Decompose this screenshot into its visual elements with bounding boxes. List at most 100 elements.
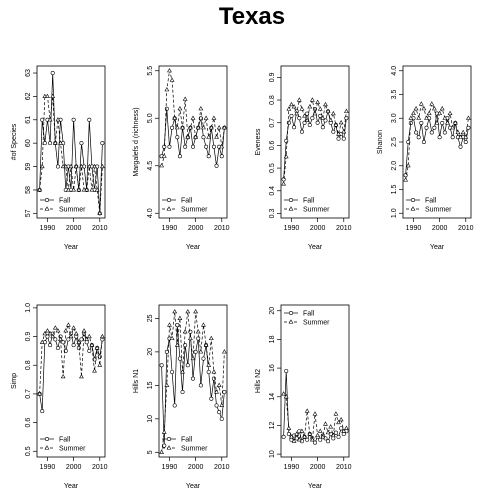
point-summer	[463, 134, 469, 139]
y-axis-label: #of Species	[11, 123, 18, 160]
point-summer	[320, 434, 326, 439]
y-tick-label: 0.9	[25, 332, 32, 342]
point-summer	[193, 308, 199, 314]
point-summer	[177, 106, 183, 111]
point-fall	[281, 177, 286, 182]
point-summer	[182, 329, 188, 334]
point-summer	[302, 434, 307, 439]
point-summer	[299, 428, 305, 433]
point-summer	[52, 140, 58, 145]
point-fall	[421, 140, 426, 145]
point-fall	[432, 125, 437, 130]
legend-label-summer: Summer	[59, 207, 86, 214]
x-axis-label: Year	[64, 244, 79, 251]
point-fall	[191, 376, 196, 381]
point-fall	[206, 369, 211, 374]
point-summer	[302, 113, 307, 118]
point-summer	[294, 110, 300, 116]
x-tick-label: 1990	[406, 225, 422, 232]
point-fall	[198, 116, 203, 121]
point-summer	[214, 134, 219, 139]
point-summer	[73, 163, 79, 169]
point-summer	[167, 322, 172, 327]
point-summer	[63, 328, 69, 333]
point-summer	[328, 424, 334, 429]
point-fall	[312, 440, 317, 445]
point-fall	[40, 409, 45, 414]
point-summer	[315, 432, 321, 438]
y-tick-label: 16	[269, 364, 276, 372]
point-fall	[297, 116, 302, 121]
point-fall	[429, 130, 434, 135]
plot-frame	[158, 65, 228, 219]
point-summer	[413, 106, 419, 111]
series-line-summer	[39, 96, 103, 214]
point-fall	[191, 144, 196, 149]
x-tick-label: 2010	[214, 225, 230, 232]
point-summer	[431, 106, 437, 111]
point-fall	[214, 403, 219, 408]
point-summer	[169, 335, 175, 341]
point-summer	[281, 181, 287, 186]
point-fall	[48, 141, 53, 146]
point-summer	[172, 115, 178, 120]
y-tick-label: 10	[269, 450, 276, 458]
point-summer	[299, 106, 305, 111]
data-area	[159, 68, 227, 168]
point-summer	[193, 134, 199, 139]
y-tick-label: 5.5	[147, 66, 154, 76]
point-summer	[458, 134, 463, 139]
point-summer	[323, 421, 328, 426]
point-summer	[71, 325, 77, 330]
point-fall	[188, 329, 193, 334]
series-line-fall	[283, 109, 347, 180]
point-summer	[99, 333, 105, 339]
point-fall	[185, 363, 190, 368]
point-summer	[89, 187, 95, 192]
point-summer	[164, 87, 170, 92]
point-summer	[190, 115, 196, 120]
point-summer	[341, 129, 347, 134]
point-summer	[317, 428, 323, 433]
point-fall	[318, 437, 323, 442]
point-summer	[286, 106, 292, 111]
point-summer	[450, 125, 456, 130]
y-tick-label: 20	[147, 348, 154, 356]
point-summer	[437, 110, 443, 116]
point-summer	[50, 333, 56, 339]
y-tick-label: 4.0	[391, 66, 398, 76]
point-summer	[94, 345, 100, 350]
point-summer	[180, 369, 185, 374]
point-summer	[198, 106, 204, 111]
data-area	[281, 368, 349, 445]
legend-label-fall: Fall	[303, 311, 315, 318]
legend-marker-fall	[288, 310, 293, 315]
point-fall	[305, 437, 310, 442]
point-summer	[323, 101, 328, 107]
x-tick-label: 2000	[66, 464, 82, 471]
point-summer	[447, 110, 453, 116]
point-fall	[326, 439, 331, 444]
y-tick-label: 0.8	[269, 95, 276, 105]
point-summer	[289, 434, 294, 439]
point-summer	[65, 187, 71, 192]
point-summer	[208, 125, 214, 130]
point-summer	[68, 163, 74, 169]
x-tick-label: 2000	[310, 464, 326, 471]
data-area	[159, 308, 227, 454]
point-summer	[94, 187, 100, 192]
x-tick-label: 2010	[458, 225, 474, 232]
point-summer	[201, 322, 206, 327]
point-summer	[309, 97, 315, 102]
point-summer	[86, 163, 92, 169]
point-summer	[343, 108, 349, 113]
point-summer	[283, 394, 289, 399]
y-tick-label: 4.0	[147, 208, 154, 218]
legend-marker-summer	[288, 319, 294, 324]
point-fall	[416, 135, 421, 140]
point-summer	[219, 402, 225, 408]
series-line-fall	[161, 325, 225, 446]
point-fall	[87, 348, 92, 353]
x-axis-label: Year	[64, 483, 79, 490]
y-axis-label: Hills N1	[133, 369, 140, 393]
